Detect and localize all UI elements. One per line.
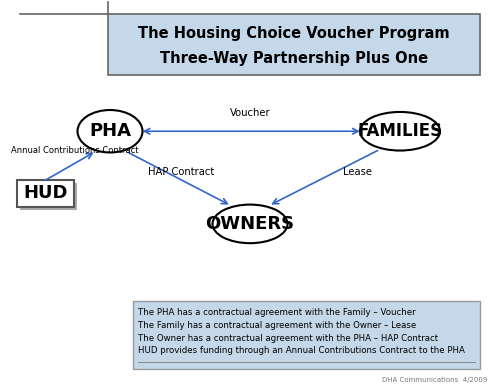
Ellipse shape [78, 110, 142, 152]
Text: The Owner has a contractual agreement with the PHA – HAP Contract: The Owner has a contractual agreement wi… [138, 334, 438, 342]
FancyBboxPatch shape [108, 14, 480, 75]
Text: Voucher: Voucher [230, 108, 270, 118]
Ellipse shape [212, 205, 288, 243]
Ellipse shape [360, 112, 440, 151]
Text: HUD provides funding through an Annual Contributions Contract to the PHA: HUD provides funding through an Annual C… [138, 346, 466, 355]
Text: OWNERS: OWNERS [206, 215, 294, 233]
FancyBboxPatch shape [16, 180, 74, 207]
Text: DHA Communications  4/2009: DHA Communications 4/2009 [382, 377, 488, 383]
Text: Lease: Lease [342, 167, 372, 177]
Text: PHA: PHA [89, 122, 131, 140]
Text: FAMILIES: FAMILIES [358, 122, 442, 140]
Text: Annual Contributions Contract: Annual Contributions Contract [11, 146, 138, 155]
Text: HUD: HUD [23, 185, 68, 202]
Text: The Family has a contractual agreement with the Owner – Lease: The Family has a contractual agreement w… [138, 321, 417, 330]
FancyBboxPatch shape [132, 301, 480, 369]
Text: The PHA has a contractual agreement with the Family – Voucher: The PHA has a contractual agreement with… [138, 308, 416, 317]
Text: The Housing Choice Voucher Program: The Housing Choice Voucher Program [138, 26, 450, 41]
Text: HAP Contract: HAP Contract [148, 167, 214, 177]
FancyBboxPatch shape [20, 183, 77, 210]
Text: Three-Way Partnership Plus One: Three-Way Partnership Plus One [160, 51, 428, 66]
